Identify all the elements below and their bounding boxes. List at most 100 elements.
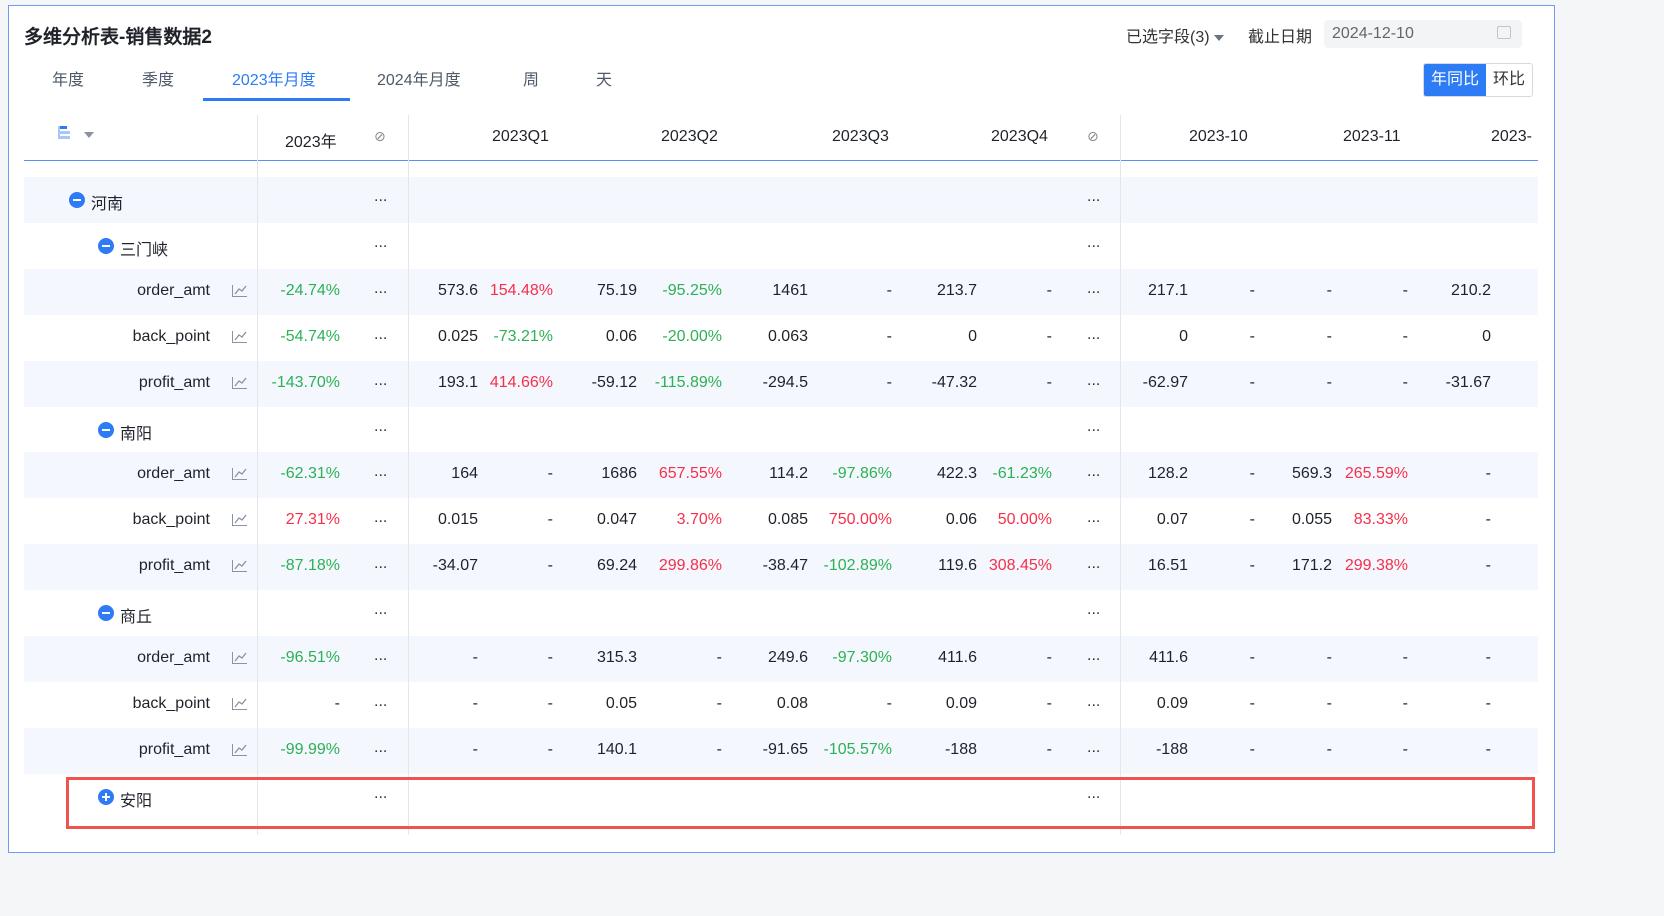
more-button[interactable]: ... [1087, 463, 1101, 481]
value-cell: 569.3 [1291, 465, 1332, 483]
trend-chart-icon[interactable] [232, 514, 247, 527]
value-cell: 0.06 [945, 511, 977, 529]
value-cell: -115.89% [654, 373, 722, 391]
more-button[interactable]: ... [374, 279, 388, 297]
value-cell: 0.08 [776, 694, 808, 712]
more-button[interactable]: ... [374, 738, 388, 756]
tree-expand-icon[interactable] [58, 126, 72, 140]
tab-4[interactable]: 周 [523, 72, 540, 89]
end-date-input[interactable] [1324, 20, 1522, 48]
more-button[interactable]: ... [1087, 555, 1101, 573]
hide-eye-icon[interactable]: ⊘ [1087, 128, 1099, 144]
metric-label: order_amt [137, 465, 210, 483]
value-cell: - [886, 281, 892, 299]
value-cell: 1461 [772, 281, 808, 299]
value-cell: - [1485, 465, 1491, 483]
collapse-icon[interactable] [69, 192, 85, 208]
value-cell: - [1249, 649, 1255, 666]
more-button[interactable]: ... [1087, 601, 1101, 619]
value-cell: -91.65 [762, 740, 808, 758]
value-cell: - [1046, 327, 1052, 345]
trend-chart-icon[interactable] [232, 743, 247, 756]
value-cell: 217.1 [1147, 281, 1188, 299]
more-button[interactable]: ... [374, 417, 388, 435]
more-button[interactable]: ... [1087, 692, 1101, 710]
value-cell: 3.70% [676, 511, 722, 529]
header-2023-11: 2023-11 [1343, 128, 1401, 145]
table-row: back_point 27.31% 0.015 - 0.047 3.70% 0.085 750… [24, 498, 1538, 544]
more-button[interactable]: ... [1087, 233, 1101, 251]
yoy-button[interactable]: 年同比 [1424, 64, 1487, 96]
table-row: order_amt -62.31% 164 - 1686 657.55% 114.2 -97.… [24, 452, 1538, 499]
trend-chart-icon[interactable] [232, 330, 247, 343]
tab-5[interactable]: 天 [596, 72, 613, 89]
more-button[interactable]: ... [374, 233, 388, 251]
value-cell: 249.6 [767, 649, 808, 666]
value-cell: - [1326, 327, 1332, 345]
more-button[interactable]: ... [1087, 325, 1101, 343]
selected-fields-dropdown[interactable]: 已选字段(3) [1126, 23, 1224, 47]
trend-chart-icon[interactable] [232, 468, 247, 481]
value-cell: 411.6 [1149, 649, 1188, 666]
trend-chart-icon[interactable] [232, 376, 247, 389]
value-cell: 0.09 [945, 694, 977, 712]
header-2023q1: 2023Q1 [492, 128, 549, 145]
value-cell: 210.2 [1450, 281, 1491, 299]
value-cell: - [1249, 373, 1255, 391]
collapse-icon[interactable] [98, 421, 114, 438]
more-button[interactable]: ... [1087, 417, 1101, 435]
more-button[interactable]: ... [374, 692, 388, 710]
group-row: 河南...... [24, 177, 1538, 223]
collapse-icon[interactable] [98, 605, 114, 622]
more-button[interactable]: ... [374, 188, 388, 205]
selected-fields-label: 已选字段(3) [1126, 29, 1210, 46]
collapse-icon[interactable] [98, 237, 114, 254]
value-cell: 411.6 [938, 649, 977, 666]
tab-0[interactable]: 年度 [52, 72, 85, 89]
value-cell: -87.18% [280, 557, 340, 575]
tab-1[interactable]: 季度 [142, 72, 175, 89]
hide-eye-icon[interactable]: ⊘ [374, 128, 386, 144]
more-button[interactable]: ... [374, 647, 388, 664]
more-button[interactable]: ... [374, 463, 388, 481]
expand-icon[interactable] [98, 788, 114, 805]
more-button[interactable]: ... [374, 784, 388, 802]
trend-chart-icon[interactable] [232, 652, 247, 664]
more-button[interactable]: ... [374, 325, 388, 343]
table-row: order_amt -96.51% - - 315.3 - 249.6 -97.30% 411.… [24, 636, 1538, 682]
calendar-icon[interactable] [1497, 26, 1511, 39]
more-button[interactable]: ... [1087, 188, 1101, 205]
more-button[interactable]: ... [374, 371, 388, 389]
value-cell: -20.00% [662, 327, 722, 345]
caret-down-icon[interactable] [84, 132, 94, 138]
value-cell: -294.5 [762, 373, 808, 391]
more-button[interactable]: ... [1087, 738, 1101, 756]
more-button[interactable]: ... [1087, 647, 1101, 664]
compare-toggle: 年同比 环比 [1423, 63, 1534, 97]
trend-chart-icon[interactable] [232, 560, 247, 573]
more-button[interactable]: ... [374, 601, 388, 619]
more-button[interactable]: ... [374, 509, 388, 527]
value-cell: - [472, 649, 478, 666]
value-cell: -102.89% [823, 557, 893, 575]
trend-chart-icon[interactable] [232, 284, 247, 297]
value-cell: - [1249, 511, 1255, 529]
more-button[interactable]: ... [1087, 784, 1101, 802]
more-button[interactable]: ... [1087, 371, 1101, 389]
metric-label: profit_amt [138, 373, 210, 391]
value-cell: 657.55% [658, 465, 722, 483]
value-cell: - [1249, 327, 1255, 345]
column-divider [257, 115, 258, 835]
more-button[interactable]: ... [1087, 279, 1101, 297]
value-cell: - [547, 511, 553, 529]
header-2023q4: 2023Q4 [991, 128, 1048, 145]
more-button[interactable]: ... [374, 555, 388, 573]
trend-chart-icon[interactable] [232, 697, 247, 710]
value-cell: - [547, 694, 553, 712]
tab-2[interactable]: 2023年月度 [232, 72, 316, 89]
tab-3[interactable]: 2024年月度 [377, 72, 461, 89]
more-button[interactable]: ... [1087, 509, 1101, 527]
value-cell: -47.32 [931, 373, 977, 391]
column-divider [1120, 115, 1121, 835]
mom-button[interactable]: 环比 [1493, 71, 1526, 88]
